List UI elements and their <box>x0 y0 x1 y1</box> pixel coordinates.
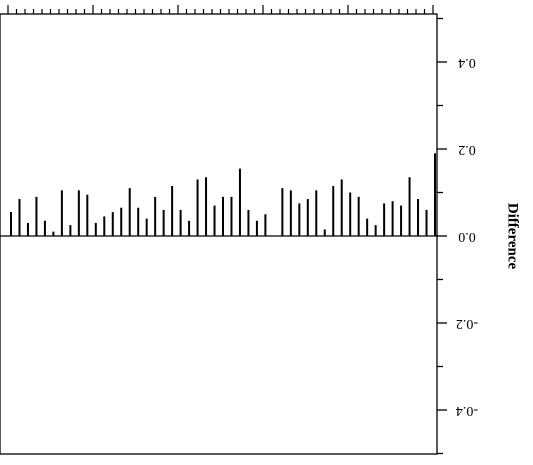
y-tick-label: 0.4 <box>458 55 476 70</box>
y-tick-label: 0.2 <box>458 142 476 157</box>
top-minor-ticks <box>7 5 434 14</box>
y-axis-ticks: -0.4 -0.2 0.0 0.2 0.4 <box>437 17 478 455</box>
plot-frame <box>0 13 438 455</box>
y-axis-label: Difference <box>505 203 521 270</box>
y-tick-label: 0.0 <box>458 229 476 244</box>
y-tick-label: -0.4 <box>456 403 478 418</box>
bars <box>10 153 436 236</box>
y-tick-label: -0.2 <box>456 316 478 331</box>
